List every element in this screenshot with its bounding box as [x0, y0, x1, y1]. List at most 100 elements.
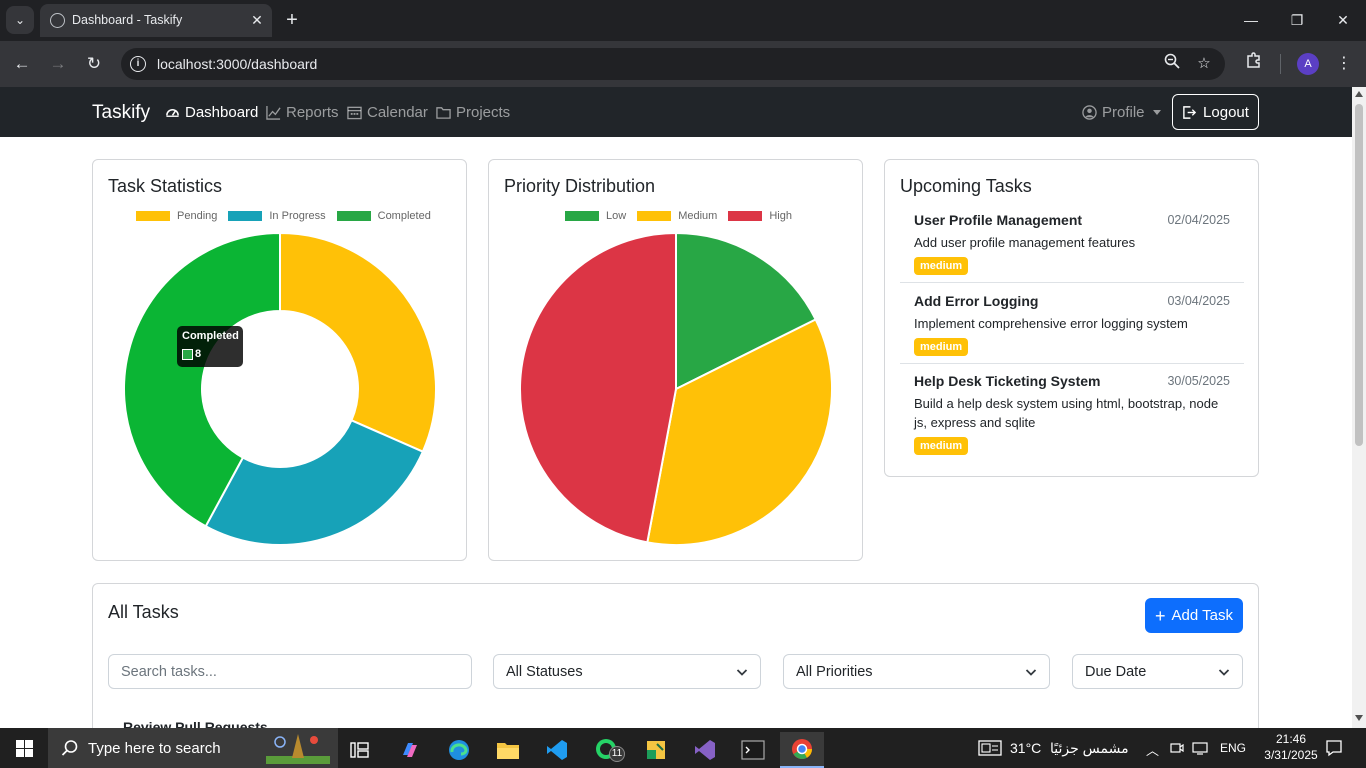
add-task-button[interactable]: + Add Task [1145, 598, 1243, 633]
terminal-icon[interactable] [731, 732, 775, 768]
legend-item[interactable]: High [728, 210, 792, 222]
task-name: Help Desk Ticketing System [914, 373, 1101, 389]
taskbar-clock[interactable]: 21:46 3/31/2025 [1256, 731, 1326, 763]
task-statistics-card: Task Statistics Pending In Progress Comp… [92, 159, 467, 561]
browser-menu-icon[interactable]: ⋮ [1336, 55, 1352, 72]
browser-tab[interactable]: Dashboard - Taskify ✕ [40, 4, 272, 37]
legend-item[interactable]: Medium [637, 210, 717, 222]
browser-tabstrip: ⌄ Dashboard - Taskify ✕ + — ❐ ✕ [0, 0, 1366, 41]
scroll-up-arrow-icon[interactable] [1355, 91, 1363, 97]
logout-icon [1183, 105, 1197, 119]
legend-label: High [769, 210, 792, 222]
legend-item[interactable]: Low [565, 210, 626, 222]
whatsapp-icon[interactable]: 11 [585, 732, 629, 768]
toolbar-separator [1280, 54, 1281, 74]
upcoming-task-item[interactable]: User Profile Management 02/04/2025 Add u… [900, 212, 1244, 283]
file-explorer-icon[interactable] [486, 732, 530, 768]
extensions-icon[interactable] [1241, 51, 1267, 77]
restore-button[interactable]: ❐ [1290, 12, 1304, 28]
zoom-icon[interactable] [1161, 53, 1183, 75]
windows-start-icon[interactable] [16, 740, 33, 757]
chevron-down-icon [1025, 669, 1037, 676]
upcoming-tasks-card: Upcoming Tasks User Profile Management 0… [884, 159, 1259, 477]
status-filter-select[interactable]: All Statuses [493, 654, 761, 689]
nav-calendar[interactable]: Calendar [347, 104, 428, 121]
network-icon[interactable] [1192, 741, 1208, 755]
tooltip-color-box [182, 349, 193, 360]
slice-low[interactable] [675, 231, 817, 391]
tooltip-value: 8 [195, 348, 202, 360]
priority-filter-value: All Priorities [796, 664, 873, 680]
search-tasks-input[interactable]: Search tasks... [108, 654, 472, 689]
card-title: Task Statistics [108, 176, 223, 196]
slice-high[interactable] [519, 231, 677, 544]
task-name: Add Error Logging [914, 293, 1039, 309]
profile-dropdown[interactable]: Profile [1082, 104, 1161, 121]
close-window-button[interactable]: ✕ [1337, 12, 1349, 28]
upcoming-task-item[interactable]: Add Error Logging 03/04/2025 Implement c… [900, 293, 1244, 364]
priority-filter-select[interactable]: All Priorities [783, 654, 1050, 689]
slice-completed[interactable] [123, 231, 281, 528]
chevron-down-icon [1218, 669, 1230, 676]
legend-swatch [728, 211, 763, 221]
meet-now-icon[interactable] [1170, 741, 1184, 755]
task-date: 03/04/2025 [1167, 294, 1230, 308]
nav-reports-label: Reports [286, 104, 339, 121]
weather-description[interactable]: مشمس جزئيًا [1050, 740, 1129, 756]
excel-app-icon[interactable] [634, 732, 678, 768]
slice-pending[interactable] [279, 231, 437, 453]
minimize-button[interactable]: — [1244, 12, 1258, 28]
address-bar[interactable]: i localhost:3000/dashboard ☆ [121, 48, 1225, 80]
brand-logo[interactable]: Taskify [92, 102, 151, 123]
profile-avatar[interactable]: A [1297, 53, 1319, 75]
legend-item[interactable]: Completed [336, 210, 431, 222]
tab-search-menu-button[interactable]: ⌄ [6, 6, 34, 34]
visual-studio-icon[interactable] [683, 732, 727, 768]
task-name: User Profile Management [914, 212, 1083, 228]
legend-swatch [336, 211, 371, 221]
back-button[interactable]: ← [13, 54, 31, 73]
slice-medium[interactable] [646, 318, 833, 546]
scroll-down-arrow-icon[interactable] [1355, 715, 1363, 721]
legend-item[interactable]: In Progress [228, 210, 326, 222]
logout-button[interactable]: Logout [1172, 94, 1259, 130]
legend-item[interactable]: Pending [136, 210, 217, 222]
search-icon [61, 740, 78, 756]
chevron-down-icon [1152, 110, 1161, 115]
sort-select[interactable]: Due Date [1072, 654, 1243, 689]
task-description: Add user profile management features [914, 235, 1136, 250]
scroll-thumb[interactable] [1355, 104, 1363, 446]
notifications-icon[interactable] [1325, 739, 1343, 757]
upcoming-task-item[interactable]: Help Desk Ticketing System 30/05/2025 Bu… [900, 373, 1244, 463]
weather-temp[interactable]: 31°C [1010, 740, 1042, 756]
vscode-icon[interactable] [535, 732, 579, 768]
edge-icon[interactable] [437, 732, 481, 768]
copilot-icon[interactable] [388, 732, 432, 768]
priority-badge: medium [914, 437, 969, 455]
task-row-title[interactable]: Review Pull Requests [123, 719, 268, 728]
tray-chevron-up-icon[interactable]: ︿ [1146, 743, 1160, 758]
taskbar-search-placeholder: Type here to search [88, 740, 221, 757]
page-scrollbar[interactable] [1352, 87, 1366, 728]
nav-dashboard[interactable]: Dashboard [165, 104, 258, 121]
slice-in-progress[interactable] [204, 419, 425, 546]
nav-reports[interactable]: Reports [266, 104, 339, 121]
chart-legend: Low Medium High [565, 210, 803, 222]
legend-label: In Progress [269, 210, 326, 222]
nav-projects[interactable]: Projects [436, 104, 510, 121]
forward-button[interactable]: → [49, 54, 67, 73]
task-status-doughnut-chart[interactable] [93, 160, 468, 562]
language-indicator[interactable]: ENG [1220, 741, 1247, 755]
site-info-icon[interactable]: i [130, 56, 146, 72]
priority-pie-chart[interactable] [489, 160, 864, 562]
weather-icon [978, 740, 1002, 756]
legend-swatch [136, 211, 170, 221]
task-description: Build a help desk system using html, boo… [914, 396, 1219, 430]
bookmark-star-icon[interactable]: ☆ [1197, 55, 1211, 72]
priority-badge: medium [914, 338, 969, 356]
reload-button[interactable]: ↻ [86, 54, 102, 73]
task-view-icon[interactable] [338, 732, 382, 768]
new-tab-button[interactable]: + [286, 9, 298, 31]
chrome-icon[interactable] [780, 732, 824, 768]
tab-close-icon[interactable]: ✕ [251, 12, 263, 28]
